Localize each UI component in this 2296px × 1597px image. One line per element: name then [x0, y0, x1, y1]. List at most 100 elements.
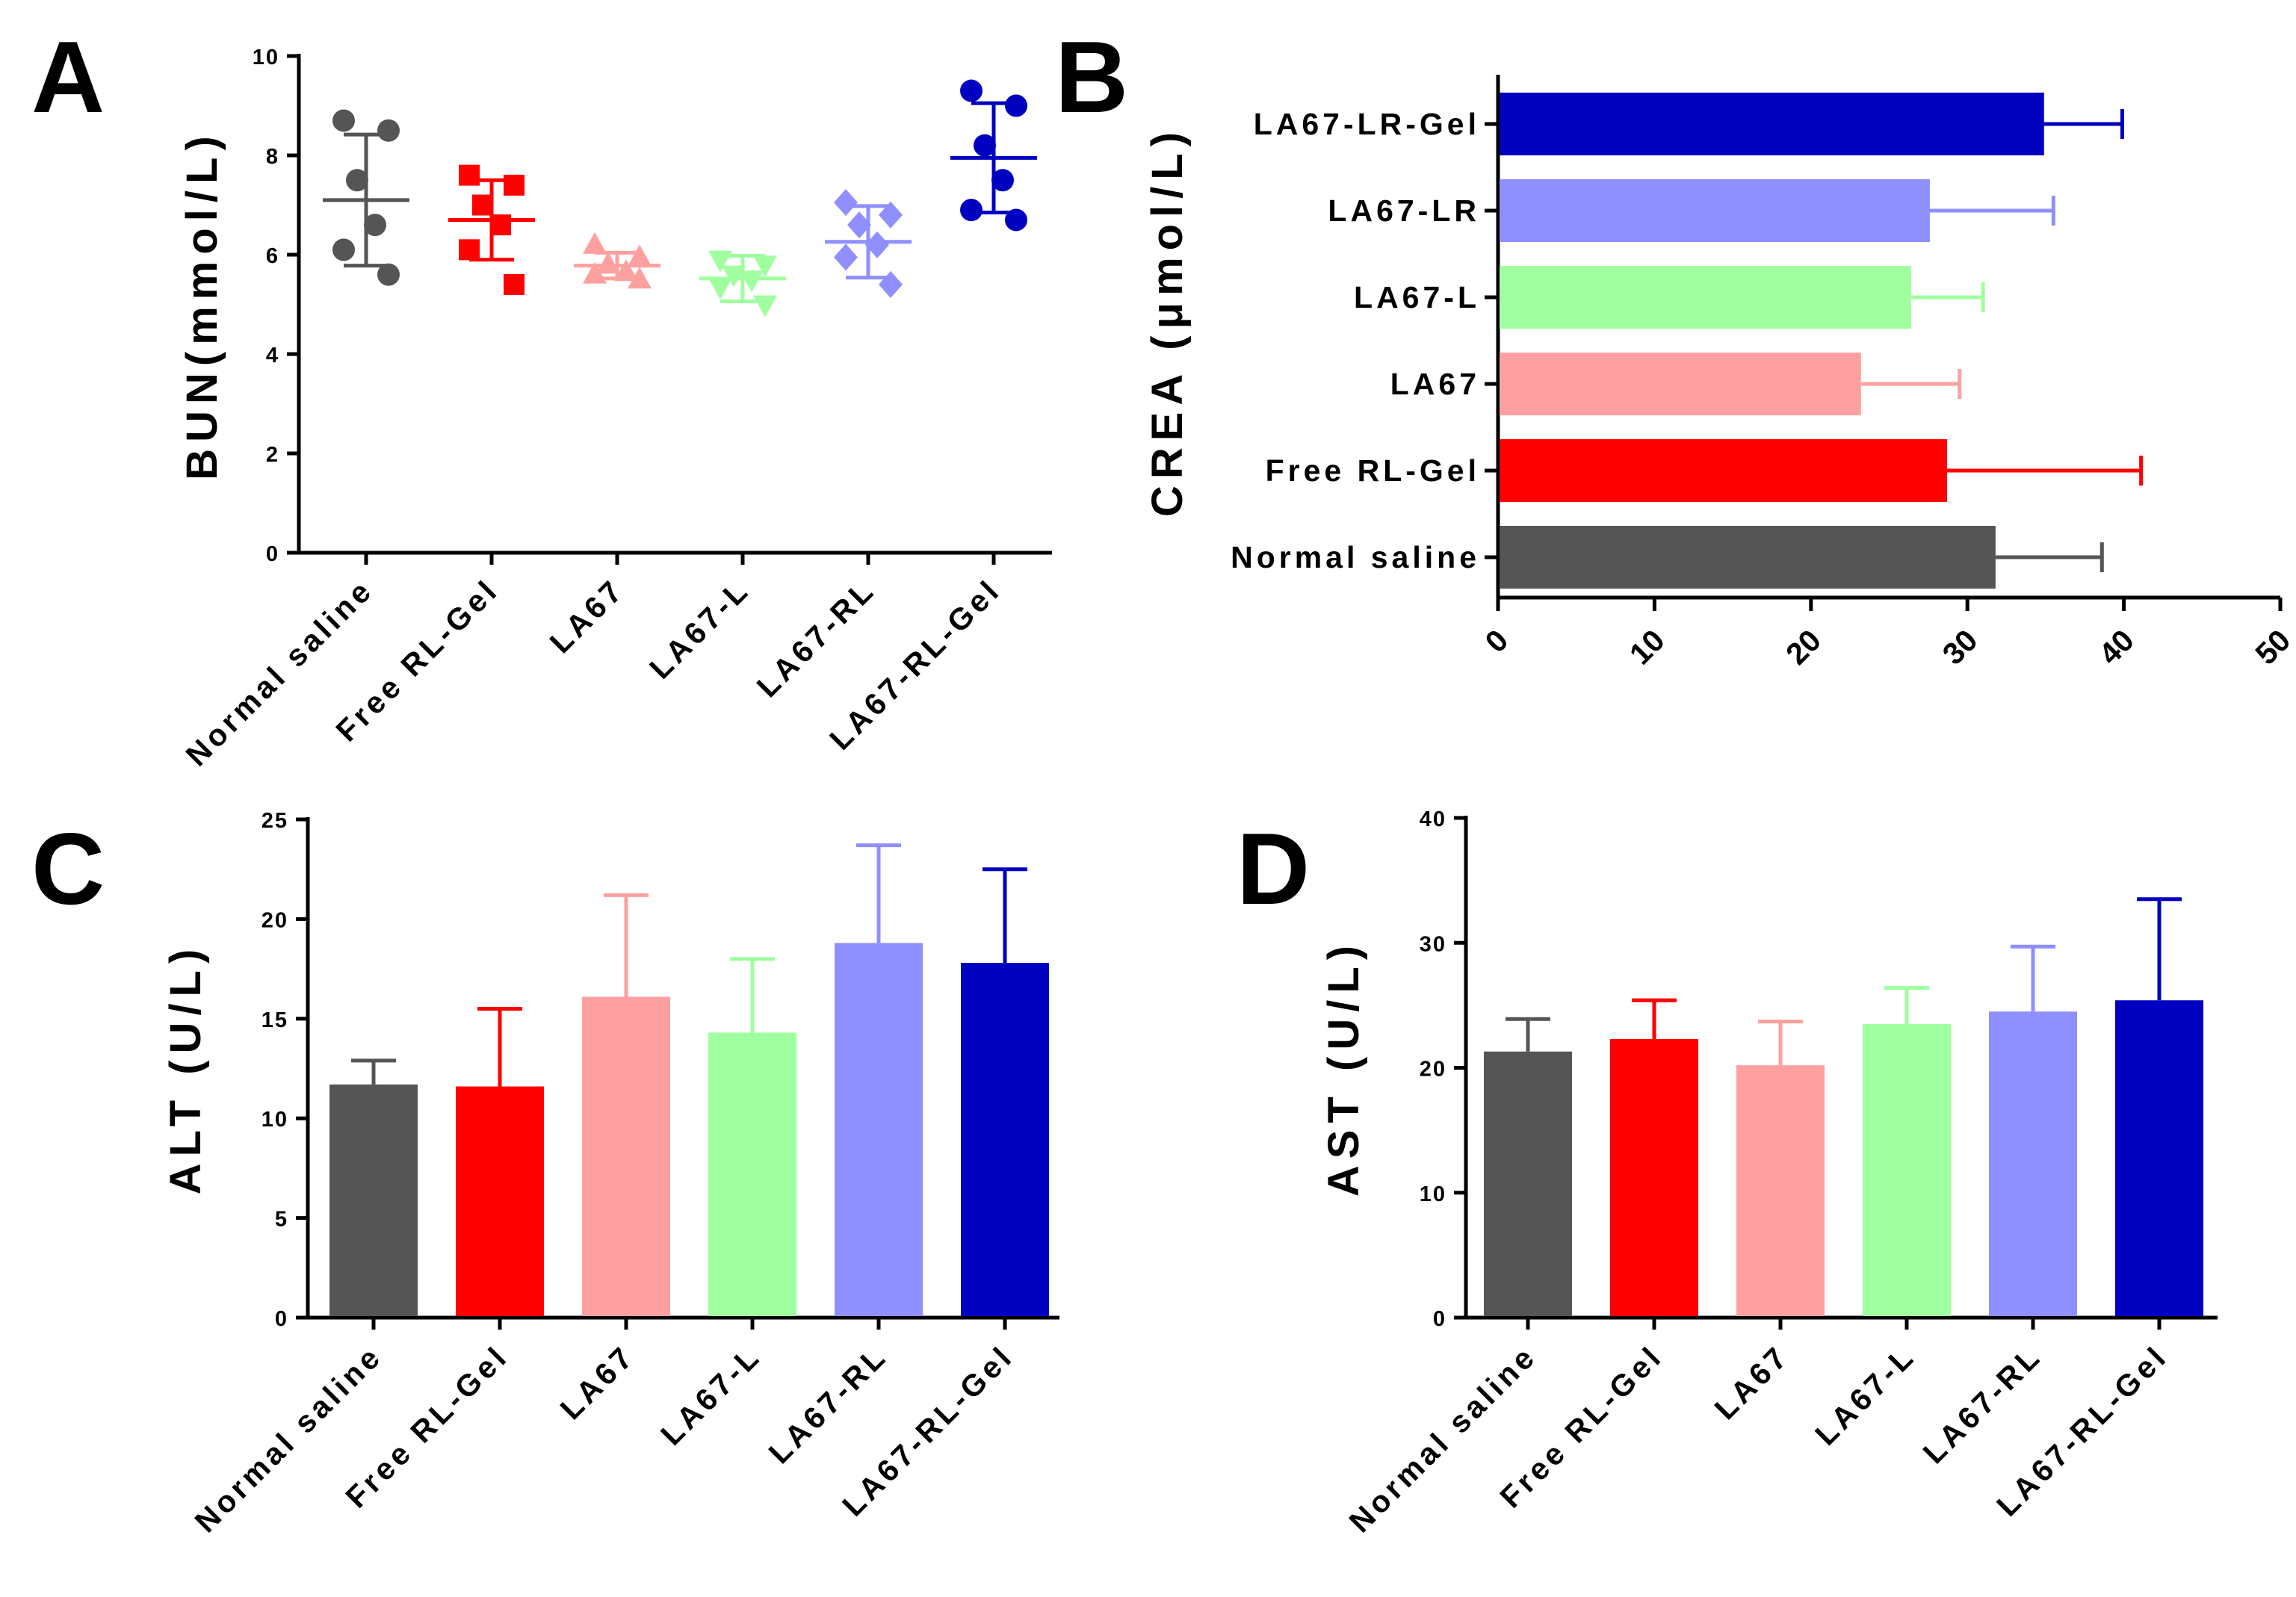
- panel-d-bar-la67-l: [1863, 1023, 1951, 1316]
- panel-a-point-la67-rl: [865, 231, 889, 258]
- panel-a-ytick-label: 10: [253, 46, 279, 69]
- panel-a-point-free-rl-gel: [472, 194, 493, 216]
- panel-d-category-label: LA67: [1708, 1339, 1796, 1427]
- panel-d-ytick-label: 0: [1433, 1307, 1446, 1331]
- panel-c-ytick-label: 15: [262, 1008, 288, 1032]
- panel-d-bar-la67: [1736, 1065, 1825, 1316]
- panel-a-point-la67-l: [740, 270, 764, 293]
- panel-b-xtick-label: 50: [2249, 623, 2296, 672]
- panel-b-bar-normal-saline: [1500, 526, 1996, 589]
- panel-a-point-la67-l: [753, 295, 777, 317]
- panel-a-point-la67-l: [753, 255, 777, 278]
- panel-d-bar-free-rl-gel: [1610, 1039, 1698, 1316]
- panel-a-point-la67-rl-gel: [1005, 94, 1027, 117]
- panel-c-bar-la67-l: [708, 1032, 796, 1316]
- panel-a-point-la67-rl: [879, 270, 903, 298]
- panel-d-bar-la67-rl: [1989, 1011, 2077, 1316]
- panel-a-point-la67: [583, 261, 607, 284]
- panel-b-category-label: LA67-LR: [1328, 193, 1480, 228]
- panel-c-category-label: LA67-RL: [762, 1339, 894, 1470]
- panel-c-bar-la67-rl-gel: [961, 963, 1049, 1316]
- panel-letter-a: A: [31, 20, 105, 134]
- panel-b-xtick-label: 0: [1479, 623, 1515, 660]
- panel-a-point-la67: [628, 244, 652, 267]
- panel-a-point-normal-saline: [332, 109, 355, 132]
- panel-a-point-la67-rl: [847, 211, 871, 239]
- panel-a-point-normal-saline: [364, 214, 386, 237]
- panel-c-bar-la67: [582, 996, 670, 1316]
- panel-a-point-normal-saline: [377, 263, 400, 286]
- panel-b-bar-la67-lr: [1500, 179, 1930, 242]
- panel-a-point-free-rl-gel: [459, 239, 480, 261]
- panel-b-bar-la67-lr-gel: [1500, 93, 2044, 155]
- panel-a-ytick-label: 2: [266, 443, 279, 467]
- panel-a-point-free-rl-gel: [490, 214, 511, 236]
- panel-d-ylabel: AST (U/L): [1319, 939, 1368, 1197]
- panel-a-point-la67-rl-gel: [991, 169, 1014, 192]
- panel-c-category-label: LA67: [554, 1339, 642, 1427]
- panel-a-category-label: LA67-RL: [750, 572, 882, 704]
- panel-b-category-label: LA67-LR-Gel: [1254, 107, 1480, 141]
- panel-a-ytick-label: 8: [266, 145, 279, 169]
- panel-a-point-la67: [628, 267, 652, 289]
- panel-a-point-la67-l: [708, 278, 732, 300]
- panel-a-point-la67-l: [722, 265, 746, 288]
- panel-c-category-label: LA67-L: [654, 1339, 767, 1452]
- panel-b-category-label: LA67-L: [1354, 280, 1480, 314]
- panel-a-point-la67-rl: [834, 244, 858, 271]
- panel-a-point-la67: [596, 252, 620, 274]
- panel-a-point-free-rl-gel: [504, 273, 525, 295]
- panel-a-category-label: LA67: [543, 572, 631, 660]
- panel-a-point-normal-saline: [346, 169, 368, 192]
- panel-b-xtick-label: 30: [1936, 623, 1984, 672]
- panel-d-ytick-label: 40: [1420, 807, 1446, 831]
- panel-c-ytick-label: 0: [275, 1307, 288, 1331]
- panel-b-category-label: Normal saline: [1231, 540, 1480, 574]
- panel-d-bar-la67-rl-gel: [2115, 1000, 2203, 1316]
- panel-a-point-normal-saline: [332, 238, 355, 261]
- panel-b-xtick-label: 40: [2092, 623, 2141, 672]
- panel-a-point-la67: [614, 259, 638, 282]
- panel-d-ytick-label: 10: [1420, 1182, 1446, 1206]
- panel-a-point-normal-saline: [377, 119, 400, 142]
- panel-a-point-la67: [583, 232, 607, 254]
- panel-b-category-label: LA67: [1390, 367, 1480, 401]
- panel-c-bar-free-rl-gel: [456, 1086, 544, 1316]
- panel-a-ytick-label: 4: [266, 344, 279, 368]
- panel-a-point-free-rl-gel: [459, 164, 480, 186]
- panel-c-ytick-label: 10: [262, 1108, 288, 1132]
- panel-c-bar-la67-rl: [835, 943, 923, 1316]
- panel-c-ytick-label: 25: [262, 809, 288, 833]
- panel-a-point-la67-rl-gel: [1005, 208, 1027, 232]
- panel-c-ylabel: ALT (U/L): [161, 943, 210, 1195]
- panel-d-category-label: LA67-RL: [1916, 1339, 2048, 1470]
- panel-c-ytick-label: 5: [275, 1208, 288, 1232]
- panel-a-point-free-rl-gel: [504, 174, 525, 196]
- panel-b-xtick-label: 20: [1779, 623, 1828, 672]
- panel-d-ytick-label: 20: [1420, 1058, 1446, 1082]
- panel-a-point-la67-l: [708, 250, 732, 273]
- panel-d-ytick-label: 30: [1420, 932, 1446, 956]
- panel-c-ytick-label: 20: [262, 908, 288, 932]
- panel-b-bar-free-rl-gel: [1500, 439, 1947, 502]
- panel-b-bar-la67: [1500, 353, 1861, 415]
- panel-letter-b: B: [1055, 20, 1128, 134]
- panel-a-ytick-label: 0: [266, 542, 279, 566]
- panel-b-bar-la67-l: [1500, 266, 1911, 329]
- panel-b-ylabel: CREA (μmol/L): [1143, 125, 1192, 517]
- panel-a-ytick-label: 6: [266, 244, 279, 268]
- panel-a-ylabel: BUN(mmol/L): [178, 129, 226, 480]
- panel-d-bar-normal-saline: [1484, 1051, 1572, 1316]
- panel-a-point-la67-rl: [879, 201, 903, 229]
- panel-a-point-la67-rl-gel: [960, 79, 983, 102]
- panel-c-bar-normal-saline: [329, 1084, 418, 1316]
- panel-letter-d: D: [1237, 812, 1310, 925]
- panel-d-category-label: LA67-L: [1808, 1339, 1922, 1452]
- panel-letter-c: C: [31, 812, 105, 925]
- panel-b-xtick-label: 10: [1623, 623, 1671, 672]
- panel-a-point-la67-rl-gel: [960, 199, 983, 222]
- panel-a-point-la67-rl: [834, 189, 858, 217]
- panel-b-category-label: Free RL-Gel: [1266, 453, 1480, 488]
- panel-a-point-la67-rl-gel: [974, 134, 996, 157]
